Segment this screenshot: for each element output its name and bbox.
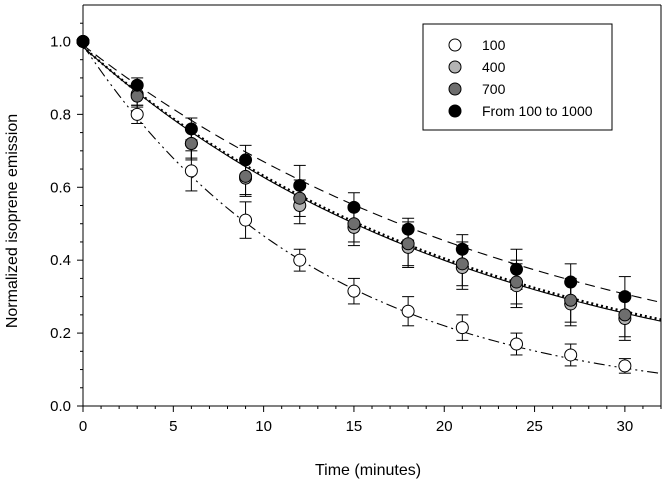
data-point-series-2: [618, 308, 632, 322]
data-point-series-3: [510, 262, 523, 276]
legend-label: 700: [482, 81, 506, 97]
data-point-series-2: [130, 89, 144, 103]
data-point-series-0: [130, 107, 144, 121]
data-point-series-3: [130, 78, 144, 92]
x-axis-label: Time (minutes): [315, 462, 421, 479]
data-point-series-0: [401, 304, 415, 318]
data-point-series-3: [239, 153, 253, 167]
fit-line-series-3: [82, 44, 662, 303]
data-point-series-0: [455, 321, 469, 335]
legend-marker: [448, 82, 462, 96]
data-point-series-0: [239, 213, 253, 227]
axes: 0 5 10 15 20 25 30 0.0 0.2 0.4 0.6 0.8 1.0: [50, 4, 662, 435]
data-point-series-2: [401, 237, 415, 251]
data-point-series-0: [618, 359, 632, 373]
x-tick-label: 10: [255, 418, 272, 435]
y-tick-label: 0.6: [50, 179, 71, 196]
data-point-series-2: [455, 257, 469, 271]
y-tick-label: 0.4: [50, 252, 71, 269]
y-tick-label: 0.8: [50, 106, 71, 123]
data-point-series-3: [564, 275, 578, 289]
data-point-series-3: [293, 178, 307, 192]
legend-label: 400: [482, 59, 506, 75]
data-point-series-0: [510, 337, 523, 351]
data-point-series-2: [510, 275, 523, 289]
data-point-series-2: [347, 217, 361, 231]
x-tick-label: 15: [346, 418, 363, 435]
y-axis-label: Normalized isoprene emission: [4, 114, 21, 328]
legend-marker: [448, 104, 462, 118]
y-tick-label: 0.0: [50, 398, 71, 415]
data-point-series-2: [564, 293, 578, 307]
data-point-series-0: [564, 348, 578, 362]
data-point-series-0: [293, 253, 307, 267]
data-point-series-2: [293, 191, 307, 205]
legend-marker: [448, 60, 462, 74]
legend-marker: [448, 38, 462, 52]
data-point-series-3: [401, 222, 415, 236]
data-point-series-3: [455, 242, 469, 256]
data-point-series-3: [618, 290, 632, 304]
data-point-series-2: [184, 137, 198, 151]
data-point-series-3: [347, 200, 361, 214]
data-point-series-0: [347, 284, 361, 298]
x-tick-label: 20: [436, 418, 453, 435]
data-point-series-0: [184, 164, 198, 178]
x-tick-label: 5: [169, 418, 177, 435]
data-point-series-3: [184, 122, 198, 136]
legend-label: From 100 to 1000: [482, 103, 593, 119]
data-point-series-2: [239, 169, 253, 183]
x-tick-label: 25: [526, 418, 543, 435]
x-tick-label: 30: [617, 418, 634, 435]
y-tick-label: 1.0: [50, 33, 71, 50]
x-tick-label: 0: [79, 418, 87, 435]
y-tick-label: 0.2: [50, 325, 71, 342]
legend-label: 100: [482, 37, 506, 53]
legend: 100 400 700 From 100 to 1000: [422, 23, 613, 131]
